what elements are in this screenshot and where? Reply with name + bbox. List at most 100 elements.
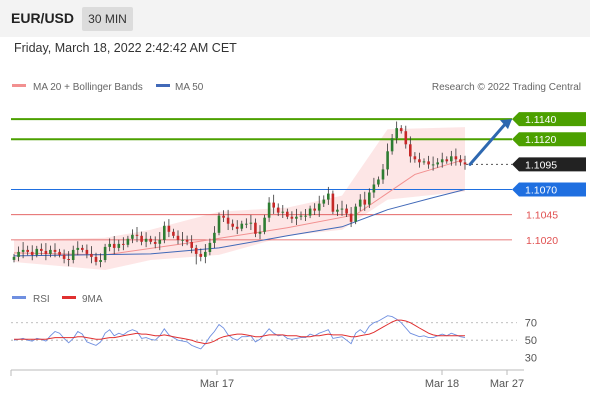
candle [390,133,394,155]
candle-body [117,243,121,248]
level-tag-1-1095: 1.1095 [512,157,586,172]
candle-body [194,247,198,254]
candle [358,194,362,211]
candle [153,236,157,249]
candle [208,238,212,256]
candle [117,239,121,252]
candle [336,204,339,217]
candle-body [245,223,248,225]
candle-body [167,225,171,232]
rsi-legend-swatch [12,296,26,299]
candle [231,219,234,231]
candle [413,152,417,163]
candle [463,155,467,170]
candle [44,243,48,261]
candle [190,235,193,254]
rsi-ma-line [14,319,465,345]
bollinger-bands [14,127,465,270]
candle-body [58,251,61,255]
candle-body [71,249,75,260]
candle-body [85,249,89,254]
candle-body [208,242,212,252]
candle [254,218,257,238]
candle-body [76,247,80,250]
x-axis: Mar 17 Mar 18 Mar 27 [200,370,524,390]
candle [99,253,102,268]
candle [30,245,34,261]
candle-body [386,151,389,170]
candle [276,203,280,217]
candle-body [199,253,203,257]
candle [135,226,139,243]
candle [313,203,316,216]
candle [126,235,130,248]
candle-body [427,161,430,165]
candle-body [153,241,157,244]
candle-body [363,199,367,205]
candle [76,241,80,256]
candle-body [295,216,298,219]
candle-body [418,159,421,163]
ma50-legend-label: MA 50 [175,82,204,93]
candle-body [26,249,29,252]
candle [295,208,298,225]
candle-body [131,234,134,239]
candle [213,226,216,249]
candle-body [204,251,207,257]
candle [217,212,221,236]
timeframe-button[interactable]: 30 MIN [82,7,133,31]
candle [317,195,321,217]
candle [281,205,285,218]
candle-body [304,215,307,217]
candle [67,251,70,267]
forecast-arrow-shaft [468,121,508,166]
candle [322,195,326,207]
candle [258,225,262,240]
level-tag-1-1140: 1.1140 [512,112,586,127]
candle [459,155,462,166]
candle-body [290,216,294,219]
candle-body [349,213,353,222]
candle [204,244,207,264]
rsi-panel: 70 50 30 [11,315,537,365]
candle-body [62,254,66,259]
candle-body [140,235,143,242]
candle-body [122,243,125,245]
candle-body [431,164,435,166]
bollinger-band-area [14,127,465,270]
candle-body [372,184,376,193]
candle-body [112,243,116,248]
level-tag-label: 1.1140 [525,114,556,126]
candle-body [340,208,344,210]
candle-body [81,247,84,250]
candle-body [454,156,458,160]
candle [440,152,444,168]
candle-body [53,249,57,252]
candle-body [30,251,34,255]
candle [299,211,303,221]
x-tick-label: Mar 27 [490,378,524,390]
candle [176,230,180,245]
candle [386,143,389,176]
candle [345,204,348,218]
candle [172,228,175,239]
candle-body [390,138,394,152]
candle [112,236,116,255]
candle-body [67,259,70,260]
candle [249,214,253,231]
candle-body [263,217,266,232]
candle [108,238,111,252]
candlesticks [12,121,467,268]
candle [53,243,57,258]
candle-body [126,238,130,245]
candle [81,244,84,253]
candle-body [422,161,426,163]
level-label-1-1045: 1.1045 [526,210,558,222]
candle [71,245,75,264]
candle [267,197,271,223]
candle-body [436,162,439,165]
bollinger-legend-label: MA 20 + Bollinger Bands [33,82,143,93]
candle [381,163,385,184]
candle [263,214,266,235]
